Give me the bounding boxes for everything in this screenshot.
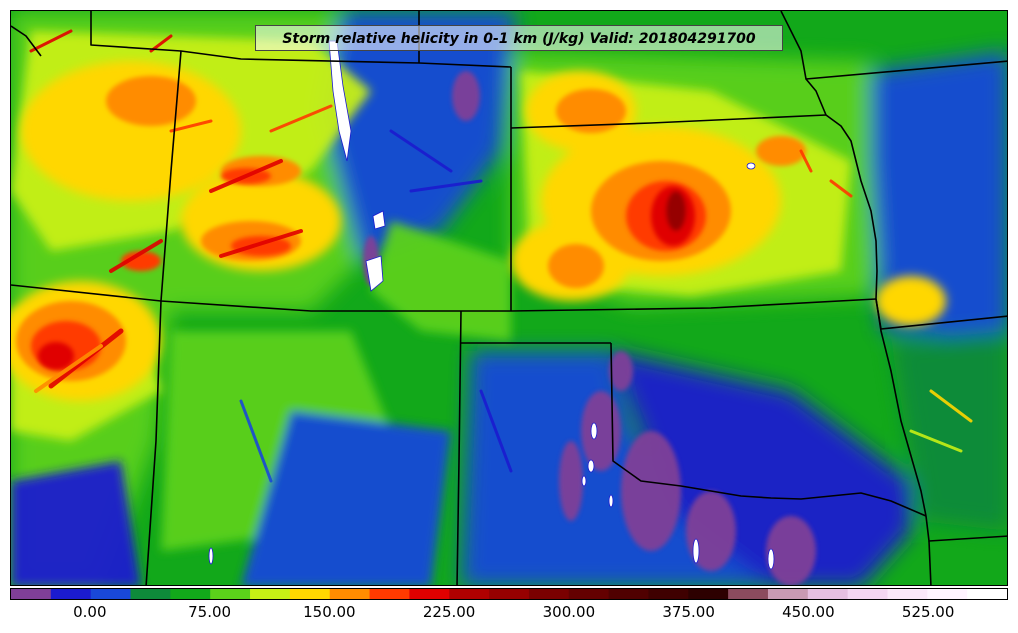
colorbar-bin	[50, 589, 92, 599]
colorbar-bin	[489, 589, 530, 599]
colorbar-label: 225.00	[422, 603, 476, 621]
helicity-field-layers	[11, 11, 1007, 585]
colorbar-bin	[807, 589, 849, 599]
colorbar-label: 0.00	[73, 603, 107, 621]
colorbar-bin	[289, 589, 331, 599]
colorbar-bin	[409, 589, 450, 599]
colorbar-bin	[130, 589, 171, 599]
colorbar-bin	[887, 589, 928, 599]
colorbar-bin	[369, 589, 410, 599]
colorbar-bin	[90, 589, 132, 599]
colorbar-bin	[329, 589, 371, 599]
colorbar-bin	[728, 589, 769, 599]
colorbar-bin	[449, 589, 490, 599]
colorbar-bin	[568, 589, 610, 599]
colorbar	[10, 588, 1008, 600]
colorbar-bin	[170, 589, 211, 599]
colorbar-label: 375.00	[662, 603, 715, 621]
map-title: Storm relative helicity in 0-1 km (J/kg)…	[255, 25, 783, 51]
colorbar-bin	[767, 589, 809, 599]
map-field	[11, 11, 1007, 585]
colorbar-label: 450.00	[782, 603, 835, 621]
colorbar-label: 525.00	[901, 603, 955, 621]
colorbar-bin	[250, 589, 291, 599]
colorbar-bin	[688, 589, 729, 599]
colorbar-labels: 0.00 75.00 150.00 225.00 300.00 375.00 450.00 5…	[0, 601, 1018, 625]
colorbar-bin	[967, 589, 1007, 599]
helicity-map: Storm relative helicity in 0-1 km (J/kg)…	[10, 10, 1008, 586]
colorbar-label: 300.00	[542, 603, 596, 621]
colorbar-bin	[528, 589, 570, 599]
colorbar-bin	[11, 589, 52, 599]
colorbar-bin	[608, 589, 649, 599]
colorbar-bin	[927, 589, 968, 599]
colorbar-bin	[847, 589, 888, 599]
state-borders	[11, 11, 1007, 585]
colorbar-label: 150.00	[303, 603, 356, 621]
colorbar-bins	[11, 589, 1007, 599]
white-speckles	[208, 40, 775, 570]
field-streaks	[29, 29, 973, 483]
colorbar-bin	[648, 589, 689, 599]
colorbar-bin	[210, 589, 251, 599]
colorbar-label: 75.00	[188, 603, 232, 621]
